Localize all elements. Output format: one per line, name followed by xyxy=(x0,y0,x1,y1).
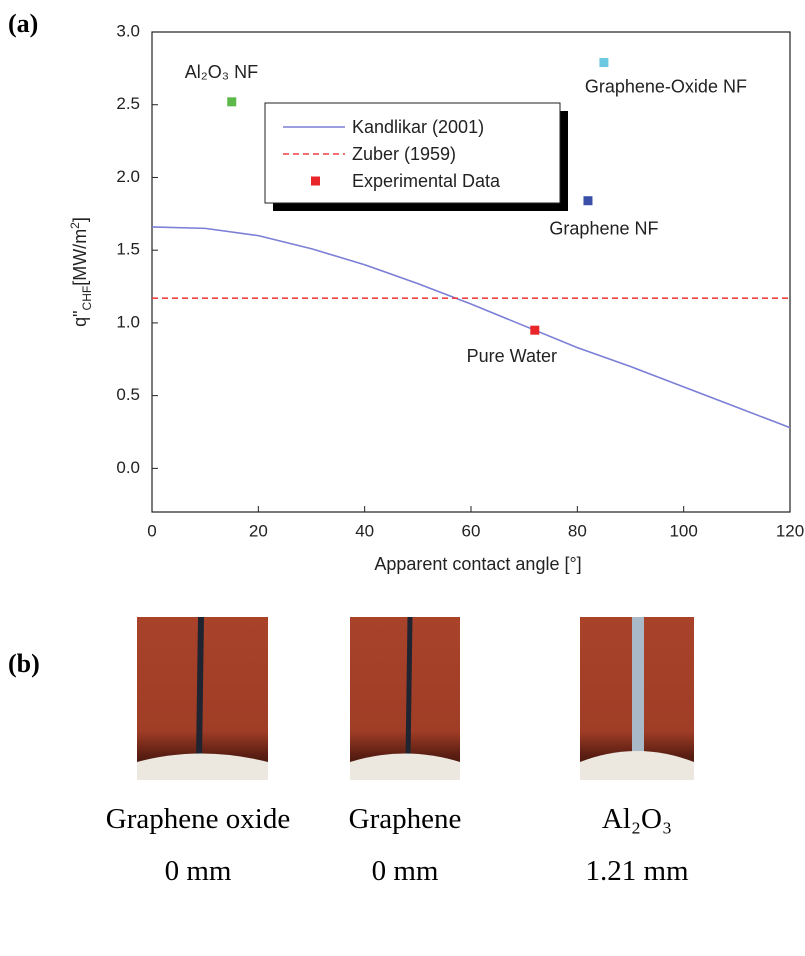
y-label-part: 2 xyxy=(68,222,82,229)
photo-caption: Graphene xyxy=(349,803,462,835)
x-tick-label: 100 xyxy=(669,521,697,540)
y-tick-label: 3.0 xyxy=(116,21,140,40)
data-point xyxy=(599,58,609,68)
point-label: Pure Water xyxy=(467,346,557,366)
photo-caption: Graphene oxide xyxy=(106,803,290,835)
panel-label: (b) xyxy=(8,649,40,678)
y-tick-label: 0.5 xyxy=(116,385,140,404)
legend-label: Zuber (1959) xyxy=(352,144,456,164)
legend-box xyxy=(264,102,561,204)
y-tick-label: 0.0 xyxy=(116,458,140,477)
photo-caption: 0 mm xyxy=(165,855,232,887)
x-tick-label: 40 xyxy=(355,521,374,540)
legend-label: Experimental Data xyxy=(352,171,501,191)
legend-swatch xyxy=(311,176,320,186)
x-tick-label: 80 xyxy=(568,521,587,540)
y-tick-label: 2.0 xyxy=(116,167,140,186)
legend-label: Kandlikar (2001) xyxy=(352,117,484,137)
point-label: Graphene-Oxide NF xyxy=(585,77,747,97)
point-label: Al₂O₃ NF xyxy=(185,62,258,82)
photo xyxy=(580,617,694,780)
data-point xyxy=(227,97,237,107)
y-tick-label: 2.5 xyxy=(116,94,140,113)
photo-caption: Al₂O₃ xyxy=(602,803,672,835)
y-label-part: [MW/m xyxy=(70,229,90,286)
series-line xyxy=(151,226,791,429)
x-axis-label: Apparent contact angle [°] xyxy=(374,554,581,574)
data-point xyxy=(530,325,540,335)
point-label: Graphene NF xyxy=(549,219,658,239)
y-axis-label: q"CHF[MW/m2] xyxy=(68,217,94,327)
y-tick-label: 1.0 xyxy=(116,312,140,331)
x-tick-label: 20 xyxy=(249,521,268,540)
photo xyxy=(350,616,460,780)
panel-label: (a) xyxy=(8,9,38,38)
data-point xyxy=(583,196,593,206)
x-tick-label: 60 xyxy=(462,521,481,540)
photo xyxy=(137,616,268,780)
y-label-part: q" xyxy=(70,310,90,326)
x-tick-label: 0 xyxy=(147,521,156,540)
y-label-part: CHF xyxy=(80,286,94,311)
y-tick-label: 1.5 xyxy=(116,240,140,259)
photo-caption: 0 mm xyxy=(372,855,439,887)
photo-caption: 1.21 mm xyxy=(585,855,689,887)
x-tick-label: 120 xyxy=(776,521,804,540)
y-label-part: ] xyxy=(70,217,90,222)
